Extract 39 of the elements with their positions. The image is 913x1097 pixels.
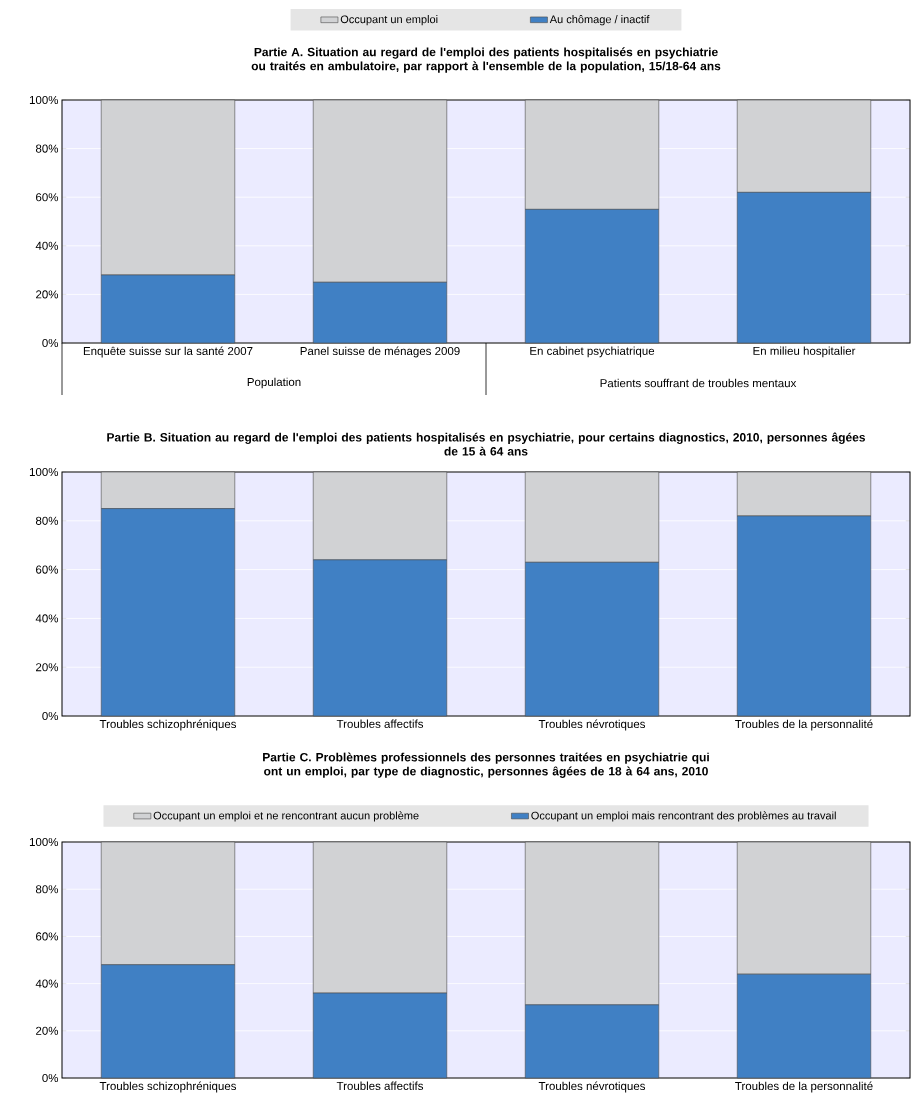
x-tick-label: Troubles schizophréniques: [99, 719, 237, 731]
y-tick-label: 40%: [35, 979, 59, 988]
x-tick-label: Troubles névrotiques: [538, 719, 646, 731]
x-tick-label: Troubles affectifs: [336, 719, 424, 728]
y-tick-label: 100%: [29, 837, 59, 847]
legend-label: Au chômage / inactif: [549, 15, 650, 26]
x-tick-label: Troubles affectifs: [336, 1081, 424, 1090]
x-tick-label: Troubles de la personnalité: [735, 719, 873, 731]
text: Population: [247, 377, 301, 389]
x-tick-label: En milieu hospitalier: [753, 346, 856, 358]
y-tick-label: 100%: [29, 95, 59, 105]
y-tick-label: 80%: [35, 516, 59, 525]
y-tick-label: 100%: [29, 467, 59, 477]
y-tick-label: 20%: [36, 663, 59, 672]
legend-label: Occupant un emploi mais rencontrant des problèmes au travail: [531, 811, 836, 822]
chart-title: Partie C. Problèmes professionnels des personnes traitées en psychiatrie qui ont un emploi, par type de diagnostic, personnes âgées de 18 à 64 ans, 2010: [263, 752, 709, 778]
x-tick-label: En cabinet psychiatrique: [530, 346, 655, 358]
y-tick-label: 60%: [36, 565, 59, 574]
x-tick-label: Troubles schizophréniques: [99, 1081, 237, 1093]
y-tick-label: 0%: [42, 1073, 59, 1083]
x-tick-label: Enquête suisse sur la santé 2007: [83, 346, 253, 358]
x-tick-label: Troubles de la personnalité: [735, 1081, 873, 1093]
chart-title: Partie B. Situation au regard de l'emploi des patients hospitalisés en psychiatrie, pour certains diagnostics, 2010, personnes âgées de 15 à 64 ans: [107, 432, 866, 456]
y-tick-label: 80%: [35, 885, 59, 894]
chart-title: Partie A. Situation au regard de l'emploi des patients hospitalisés en psychiatrie ou traités en ambulatoire, par rapport à l'ensemble de la population, 15/18-64 ans: [251, 47, 721, 73]
legend-label: Occupant un emploi et ne rencontrant aucun problème: [153, 811, 419, 822]
y-tick-label: 20%: [36, 290, 59, 299]
y-tick-label: 60%: [36, 932, 59, 941]
y-tick-label: 0%: [42, 711, 59, 721]
y-tick-label: 80%: [35, 144, 59, 153]
y-tick-label: 20%: [36, 1026, 59, 1035]
y-tick-label: 0%: [42, 338, 59, 348]
y-tick-label: 40%: [35, 614, 59, 623]
y-tick-label: 60%: [36, 193, 59, 202]
x-tick-label: Troubles névrotiques: [538, 1081, 646, 1093]
x-tick-label: Panel suisse de ménages 2009: [300, 346, 460, 358]
text: Patients souffrant de troubles mentaux: [600, 378, 797, 388]
y-tick-label: 40%: [35, 241, 59, 250]
legend-label: Occupant un emploi: [340, 15, 438, 26]
